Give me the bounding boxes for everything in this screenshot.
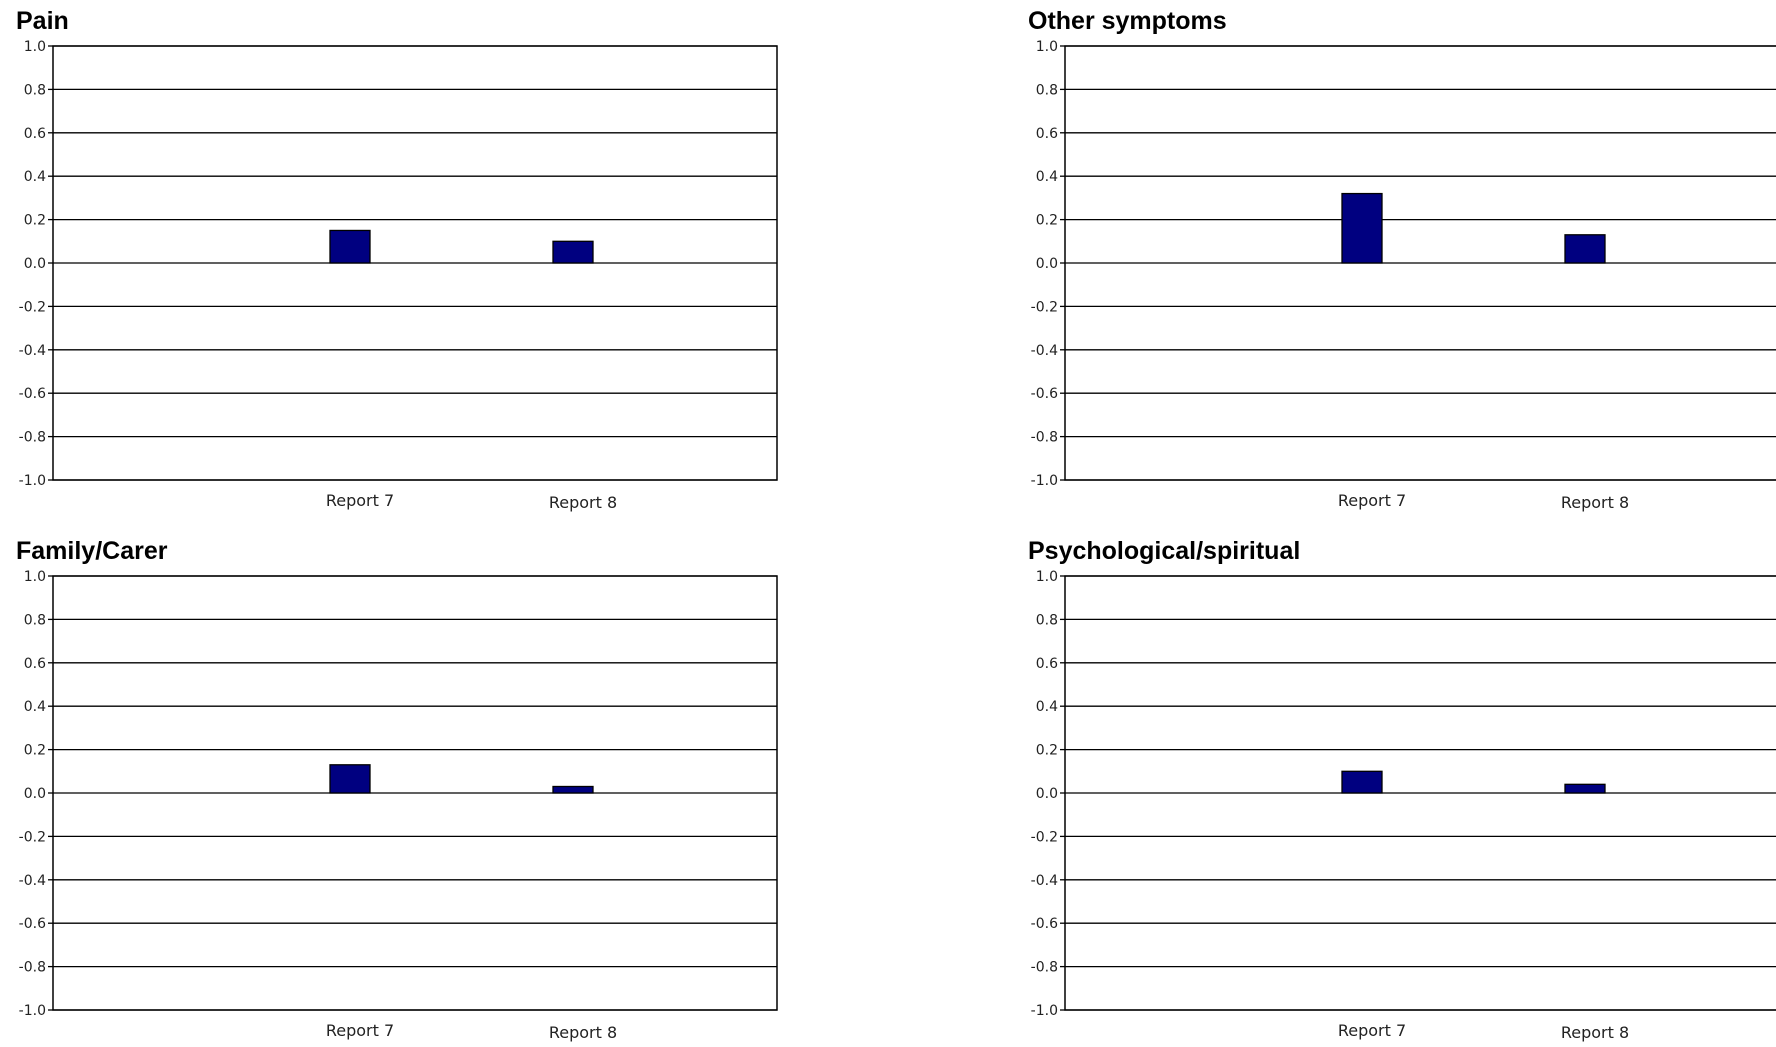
ytick-label-pain-10: -1.0 (19, 473, 46, 489)
category-label-psychological-spiritual-1: Report 7 (1338, 1021, 1406, 1040)
plot-frame-pain (52, 45, 778, 481)
ytick-label-family-carer-6: -0.2 (19, 829, 46, 845)
ytick-label-family-carer-9: -0.8 (19, 960, 46, 976)
category-label-other-symptoms-1: Report 7 (1338, 491, 1406, 510)
ytick-label-other-symptoms-7: -0.4 (1031, 343, 1058, 359)
ytick-label-pain-2: 0.6 (24, 126, 46, 142)
ytick-label-family-carer-7: -0.4 (19, 873, 46, 889)
bar-psychological-spiritual-1 (1341, 770, 1383, 794)
ytick-label-family-carer-1: 0.8 (24, 612, 46, 628)
plot-frame-other-symptoms (1064, 45, 1776, 481)
category-label-other-symptoms-2: Report 8 (1561, 493, 1629, 512)
ytick-label-other-symptoms-10: -1.0 (1031, 473, 1058, 489)
ytick-label-psychological-spiritual-1: 0.8 (1036, 612, 1058, 628)
ytick-label-psychological-spiritual-7: -0.4 (1031, 873, 1058, 889)
bar-psychological-spiritual-2 (1564, 783, 1606, 794)
plot-frame-family-carer (52, 575, 778, 1011)
bar-other-symptoms-1 (1341, 192, 1383, 264)
ytick-label-psychological-spiritual-9: -0.8 (1031, 960, 1058, 976)
bar-family-carer-1 (329, 764, 371, 794)
category-label-family-carer-2: Report 8 (549, 1023, 617, 1042)
ytick-label-other-symptoms-0: 1.0 (1036, 39, 1058, 55)
ytick-label-other-symptoms-3: 0.4 (1036, 169, 1058, 185)
ytick-label-pain-0: 1.0 (24, 39, 46, 55)
ytick-label-psychological-spiritual-5: 0.0 (1036, 786, 1058, 802)
ytick-label-other-symptoms-4: 0.2 (1036, 213, 1058, 229)
ytick-label-psychological-spiritual-4: 0.2 (1036, 743, 1058, 759)
ytick-label-other-symptoms-8: -0.6 (1031, 386, 1058, 402)
bar-family-carer-2 (552, 785, 594, 794)
category-label-pain-1: Report 7 (326, 491, 394, 510)
category-label-family-carer-1: Report 7 (326, 1021, 394, 1040)
ytick-label-family-carer-2: 0.6 (24, 656, 46, 672)
ytick-label-other-symptoms-9: -0.8 (1031, 430, 1058, 446)
category-label-psychological-spiritual-2: Report 8 (1561, 1023, 1629, 1042)
category-label-pain-2: Report 8 (549, 493, 617, 512)
ytick-label-family-carer-4: 0.2 (24, 743, 46, 759)
chart-title-other-symptoms: Other symptoms (1028, 7, 1227, 35)
ytick-label-pain-3: 0.4 (24, 169, 46, 185)
plot-frame-psychological-spiritual (1064, 575, 1776, 1011)
ytick-label-pain-1: 0.8 (24, 82, 46, 98)
bar-pain-2 (552, 240, 594, 264)
ytick-label-pain-6: -0.2 (19, 299, 46, 315)
ytick-label-other-symptoms-6: -0.2 (1031, 299, 1058, 315)
ytick-label-psychological-spiritual-3: 0.4 (1036, 699, 1058, 715)
bar-other-symptoms-2 (1564, 234, 1606, 264)
ytick-label-other-symptoms-5: 0.0 (1036, 256, 1058, 272)
ytick-label-pain-7: -0.4 (19, 343, 46, 359)
ytick-label-psychological-spiritual-2: 0.6 (1036, 656, 1058, 672)
ytick-label-psychological-spiritual-10: -1.0 (1031, 1003, 1058, 1019)
ytick-label-family-carer-10: -1.0 (19, 1003, 46, 1019)
ytick-label-other-symptoms-1: 0.8 (1036, 82, 1058, 98)
ytick-label-psychological-spiritual-8: -0.6 (1031, 916, 1058, 932)
ytick-label-family-carer-5: 0.0 (24, 786, 46, 802)
ytick-label-pain-4: 0.2 (24, 213, 46, 229)
ytick-label-family-carer-0: 1.0 (24, 569, 46, 585)
chart-title-psychological-spiritual: Psychological/spiritual (1028, 537, 1301, 565)
ytick-label-pain-5: 0.0 (24, 256, 46, 272)
ytick-label-family-carer-3: 0.4 (24, 699, 46, 715)
chart-title-pain: Pain (16, 7, 69, 35)
ytick-label-pain-9: -0.8 (19, 430, 46, 446)
ytick-label-psychological-spiritual-0: 1.0 (1036, 569, 1058, 585)
ytick-label-family-carer-8: -0.6 (19, 916, 46, 932)
ytick-label-pain-8: -0.6 (19, 386, 46, 402)
bar-pain-1 (329, 229, 371, 264)
ytick-label-other-symptoms-2: 0.6 (1036, 126, 1058, 142)
ytick-label-psychological-spiritual-6: -0.2 (1031, 829, 1058, 845)
chart-title-family-carer: Family/Carer (16, 537, 168, 565)
